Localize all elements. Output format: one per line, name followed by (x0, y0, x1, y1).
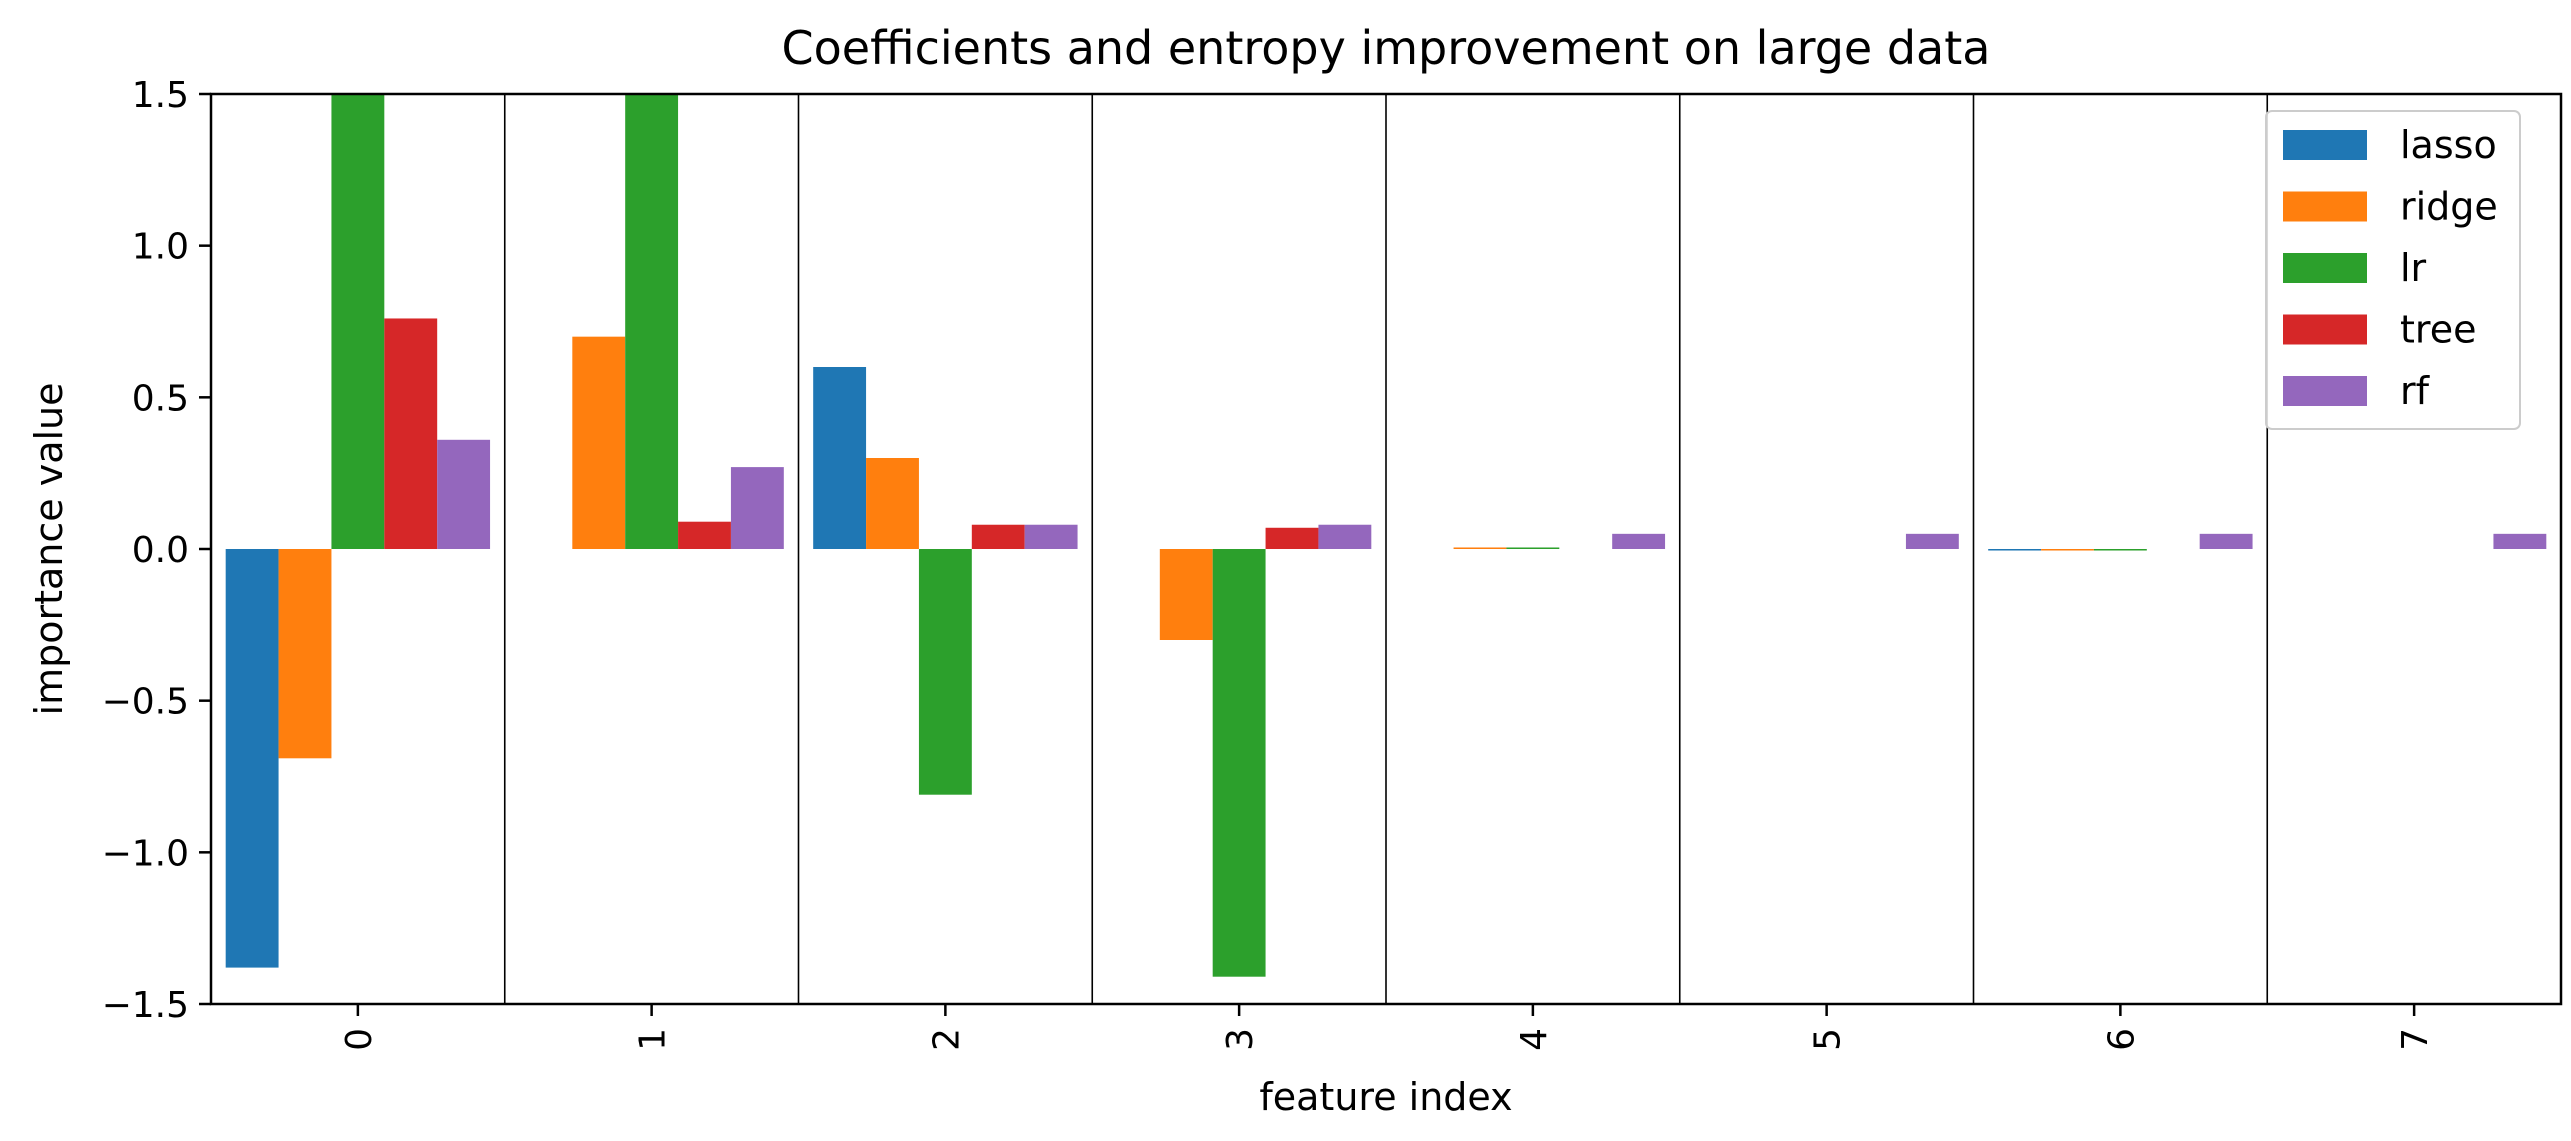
y-tick-label: −0.5 (102, 682, 189, 723)
bar-tree-0 (384, 318, 438, 549)
legend-label-rf: rf (2400, 369, 2431, 413)
legend-label-lr: lr (2400, 246, 2427, 290)
bar-lr-3 (1212, 549, 1266, 977)
bar-lr-2 (918, 549, 972, 795)
bar-rf-6 (2199, 533, 2253, 549)
legend-swatch-rf (2283, 376, 2367, 406)
legend-swatch-tree (2283, 314, 2367, 345)
x-tick-label: 0 (339, 1028, 380, 1051)
y-tick-label: 0.5 (132, 378, 189, 419)
bar-ridge-6 (2041, 549, 2094, 551)
bar-tree-1 (678, 521, 731, 549)
bar-rf-7 (2493, 533, 2547, 549)
y-tick-label: 1.0 (132, 227, 189, 268)
y-axis-label: importance value (27, 383, 71, 716)
legend-label-ridge: ridge (2400, 185, 2498, 229)
legend-swatch-lr (2283, 253, 2367, 283)
x-tick-label: 3 (1220, 1028, 1261, 1051)
y-axis-ticks: 1.5 1.0 0.5 0.0 −0.5 −1.0 −1.5 (102, 75, 211, 1026)
y-tick-label: 0.0 (132, 530, 189, 571)
bars (225, 94, 2547, 977)
x-tick-label: 6 (2101, 1028, 2142, 1051)
bar-rf-0 (437, 439, 491, 549)
bar-rf-1 (730, 467, 784, 549)
bar-ridge-0 (278, 549, 332, 759)
bar-lr-4 (1506, 547, 1560, 549)
x-axis-ticks: 0 1 2 3 4 5 6 7 (339, 1004, 2436, 1051)
bar-lasso-0 (225, 549, 279, 968)
legend-box (2265, 110, 2521, 430)
legend: lasso ridge lr tree rf (2265, 110, 2521, 430)
x-axis-label: feature index (1259, 1075, 1512, 1119)
x-tick-label: 1 (633, 1028, 674, 1051)
bar-rf-3 (1318, 524, 1372, 549)
legend-swatch-lasso (2283, 130, 2367, 160)
bar-rf-5 (1905, 533, 1959, 549)
chart-title: Coefficients and entropy improvement on … (782, 21, 1991, 75)
bar-rf-2 (1024, 524, 1078, 549)
bar-ridge-4 (1453, 547, 1507, 549)
bar-lr-0 (331, 94, 385, 549)
legend-swatch-ridge (2283, 191, 2367, 222)
x-tick-label: 4 (1514, 1028, 1555, 1051)
y-tick-label: −1.5 (102, 985, 189, 1026)
bar-lr-6 (2093, 549, 2147, 551)
bar-ridge-2 (866, 458, 919, 549)
bar-ridge-1 (572, 336, 626, 549)
y-tick-label: 1.5 (132, 75, 189, 116)
legend-label-lasso: lasso (2400, 123, 2497, 167)
bar-tree-2 (971, 524, 1025, 549)
bar-rf-4 (1612, 533, 1666, 549)
x-tick-label: 7 (2395, 1028, 2436, 1051)
bar-lr-1 (625, 94, 679, 549)
bar-lasso-6 (1988, 549, 2042, 551)
bar-tree-3 (1265, 527, 1319, 549)
x-tick-label: 5 (1808, 1028, 1849, 1051)
bar-ridge-3 (1159, 549, 1213, 640)
x-tick-label: 2 (926, 1028, 967, 1051)
bar-lasso-2 (813, 367, 867, 549)
legend-label-tree: tree (2400, 308, 2476, 352)
y-tick-label: −1.0 (102, 833, 189, 874)
